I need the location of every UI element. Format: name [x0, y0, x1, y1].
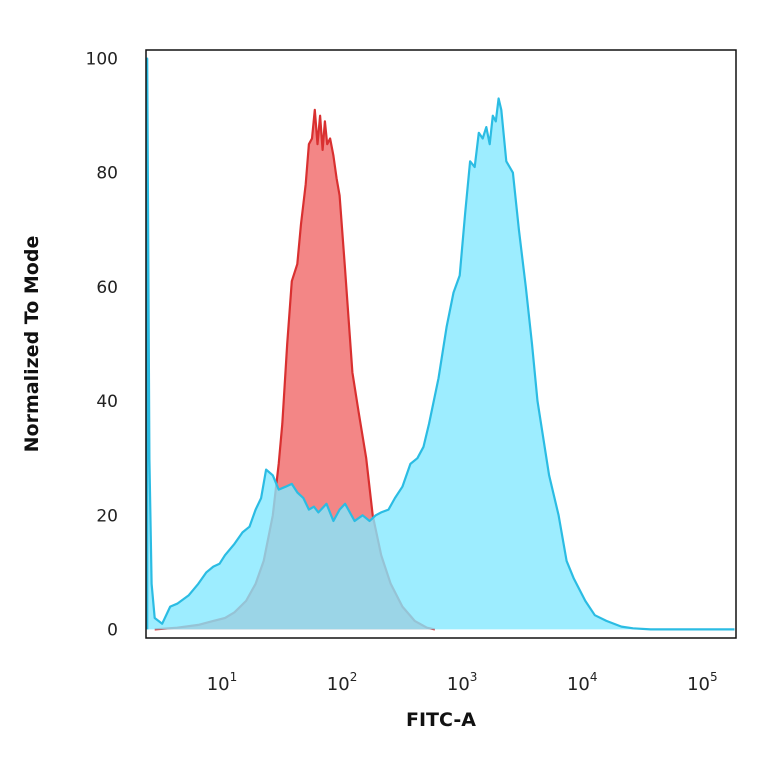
x-axis-title: FITC-A [406, 709, 476, 731]
y-tick-label: 20 [96, 506, 118, 526]
y-tick-label: 100 [86, 50, 118, 70]
x-axis-ticks: 101 102 103 104 105 [207, 670, 718, 695]
y-tick-label: 0 [107, 620, 118, 640]
plot-frame [145, 49, 737, 639]
y-axis-title: Normalized To Mode [21, 236, 43, 453]
y-tick-label: 60 [96, 278, 118, 298]
histogram-area-series-2 [147, 58, 735, 630]
y-tick-label: 40 [96, 392, 118, 412]
histogram-outline-series-2 [146, 57, 735, 631]
series-layer [146, 57, 735, 631]
x-tick-label: 104 [567, 670, 598, 695]
histogram-area-series-1 [154, 109, 435, 630]
y-tick-label: 80 [96, 164, 118, 184]
y-axis-ticks: 0 20 40 60 80 100 [86, 50, 118, 641]
